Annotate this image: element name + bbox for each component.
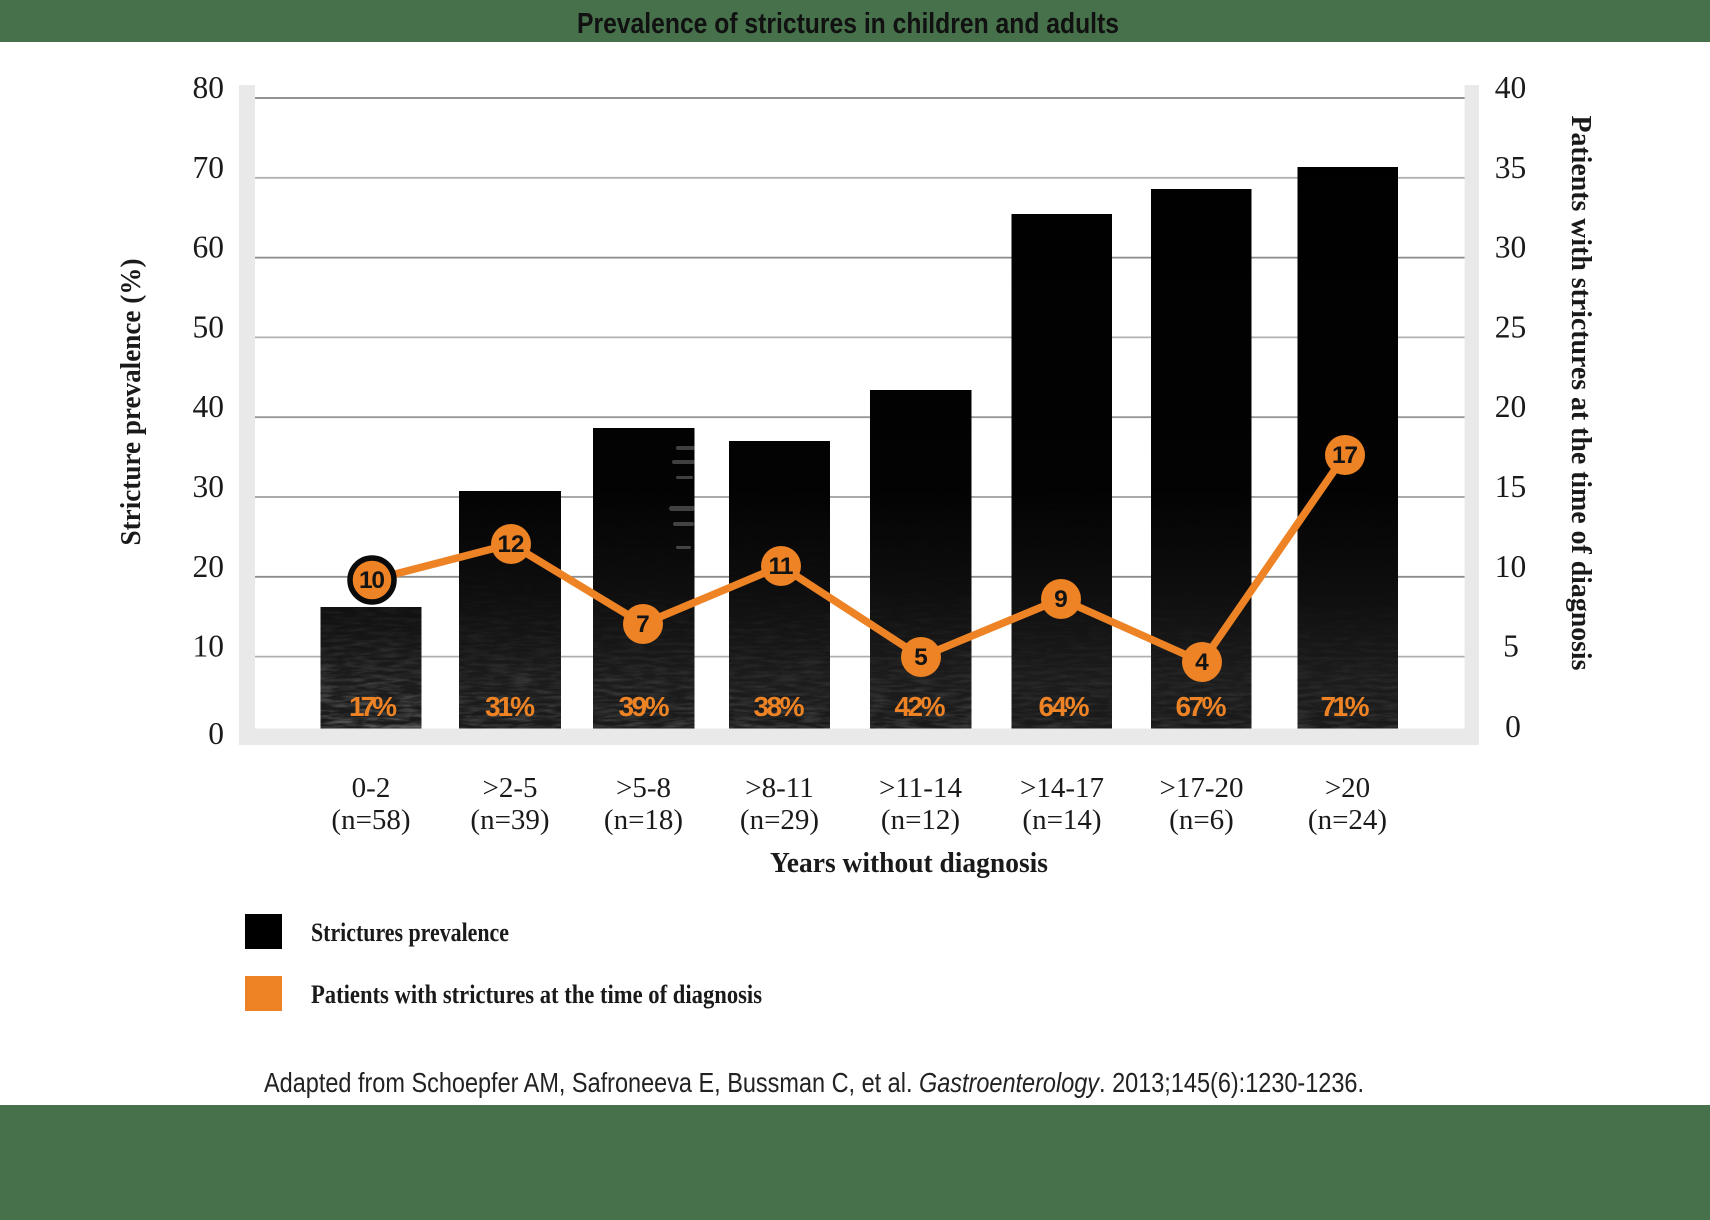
svg-text:(n=24): (n=24): [1308, 804, 1387, 836]
svg-text:20: 20: [1495, 389, 1527, 424]
svg-text:42%: 42%: [895, 691, 946, 722]
svg-text:35: 35: [1495, 150, 1527, 185]
svg-text:64%: 64%: [1039, 691, 1090, 722]
svg-text:>11-14: >11-14: [879, 772, 962, 804]
svg-text:70: 70: [193, 150, 225, 185]
svg-text:4: 4: [1195, 649, 1209, 676]
svg-text:Adapted from Schoepfer AM, Saf: Adapted from Schoepfer AM, Safroneeva E,…: [264, 1067, 1364, 1098]
svg-text:Patients with strictures at th: Patients with strictures at the time of …: [311, 980, 762, 1009]
svg-text:>20: >20: [1325, 772, 1370, 804]
svg-text:(n=18): (n=18): [604, 804, 683, 836]
svg-text:0: 0: [1505, 709, 1521, 744]
svg-text:11: 11: [769, 553, 794, 580]
svg-text:67%: 67%: [1176, 691, 1227, 722]
svg-text:20: 20: [193, 549, 225, 584]
svg-text:(n=6): (n=6): [1169, 804, 1234, 836]
svg-text:>2-5: >2-5: [482, 772, 537, 804]
svg-text:5: 5: [1503, 629, 1519, 664]
svg-text:Years without diagnosis: Years without diagnosis: [770, 847, 1048, 879]
svg-text:12: 12: [498, 531, 525, 558]
svg-text:38%: 38%: [754, 691, 805, 722]
svg-text:40: 40: [1495, 70, 1527, 105]
svg-text:25: 25: [1495, 309, 1527, 344]
svg-text:10: 10: [359, 567, 385, 594]
svg-text:10: 10: [1495, 549, 1527, 584]
svg-text:17%: 17%: [349, 691, 397, 722]
svg-text:Prevalence of strictures in ch: Prevalence of strictures in children and…: [577, 8, 1119, 40]
svg-text:(n=12): (n=12): [881, 804, 960, 836]
svg-text:31%: 31%: [485, 691, 535, 722]
svg-text:5: 5: [914, 644, 928, 671]
svg-text:>8-11: >8-11: [745, 772, 813, 804]
svg-text:71%: 71%: [1321, 691, 1370, 722]
svg-text:30: 30: [1495, 230, 1527, 265]
svg-text:10: 10: [193, 629, 225, 664]
svg-text:0-2: 0-2: [352, 772, 391, 804]
svg-text:80: 80: [193, 70, 225, 105]
svg-text:Stricture prevalence (%): Stricture prevalence (%): [115, 259, 147, 546]
svg-text:>14-17: >14-17: [1020, 772, 1104, 804]
svg-text:Strictures prevalence: Strictures prevalence: [311, 918, 509, 947]
svg-text:15: 15: [1495, 469, 1527, 504]
svg-text:7: 7: [636, 611, 650, 638]
svg-text:9: 9: [1054, 586, 1068, 613]
svg-text:17: 17: [1332, 442, 1358, 469]
svg-text:39%: 39%: [619, 691, 670, 722]
svg-text:(n=39): (n=39): [470, 804, 549, 836]
svg-text:(n=58): (n=58): [331, 804, 410, 836]
svg-text:(n=29): (n=29): [740, 804, 819, 836]
svg-text:50: 50: [193, 309, 225, 344]
svg-text:(n=14): (n=14): [1022, 804, 1101, 836]
svg-text:Patients with strictures at th: Patients with strictures at the time of …: [1565, 116, 1597, 671]
svg-text:0: 0: [208, 716, 224, 751]
svg-text:>17-20: >17-20: [1159, 772, 1243, 804]
svg-text:40: 40: [193, 389, 225, 424]
svg-text:>5-8: >5-8: [616, 772, 671, 804]
svg-text:60: 60: [193, 230, 225, 265]
svg-text:30: 30: [193, 469, 225, 504]
